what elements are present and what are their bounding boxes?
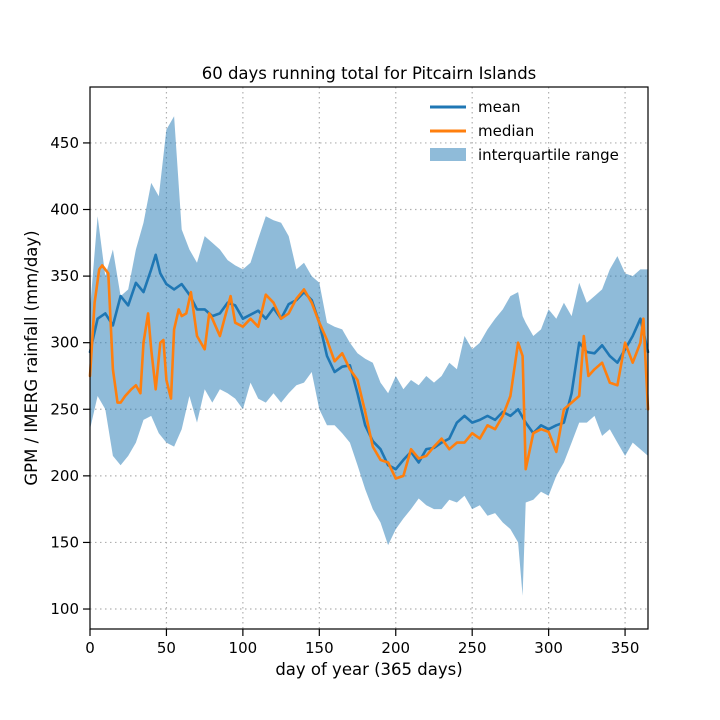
median-line [88,264,650,480]
y-tick-label: 100 [50,600,79,618]
y-tick-label: 150 [50,533,79,551]
y-tick-label: 350 [50,267,79,285]
y-tick-label: 400 [50,201,79,219]
legend-median-label: median [478,122,534,140]
x-tick-label: 50 [157,639,176,657]
x-tick-label: 250 [458,639,487,657]
chart-title: 60 days running total for Pitcairn Islan… [202,64,537,83]
plot-frame [89,86,649,630]
mean-line [88,253,650,471]
legend-iqr-swatch [430,148,466,161]
y-tick-label: 450 [50,134,79,152]
x-tick-label: 150 [305,639,334,657]
x-tick-label: 350 [611,639,640,657]
y-axis-label: GPM / IMERG rainfall (mm/day) [22,230,41,485]
legend-mean-label: mean [478,98,521,116]
legend-iqr-label: interquartile range [478,146,619,164]
x-tick-label: 200 [381,639,410,657]
iqr-layer [90,116,648,596]
x-axis-label: day of year (365 days) [275,660,462,679]
y-tick-label: 250 [50,400,79,418]
ticks-layer: 0 50 100 150 200 250 300 350 100 150 200 250 300 350 4… [50,134,639,657]
legend: mean median interquartile range [430,98,619,164]
lines-layer [88,253,650,480]
x-tick-label: 300 [534,639,563,657]
iqr-band [90,116,648,596]
y-tick-label: 200 [50,467,79,485]
y-tick-label: 300 [50,334,79,352]
x-tick-label: 0 [85,639,95,657]
x-tick-label: 100 [229,639,258,657]
